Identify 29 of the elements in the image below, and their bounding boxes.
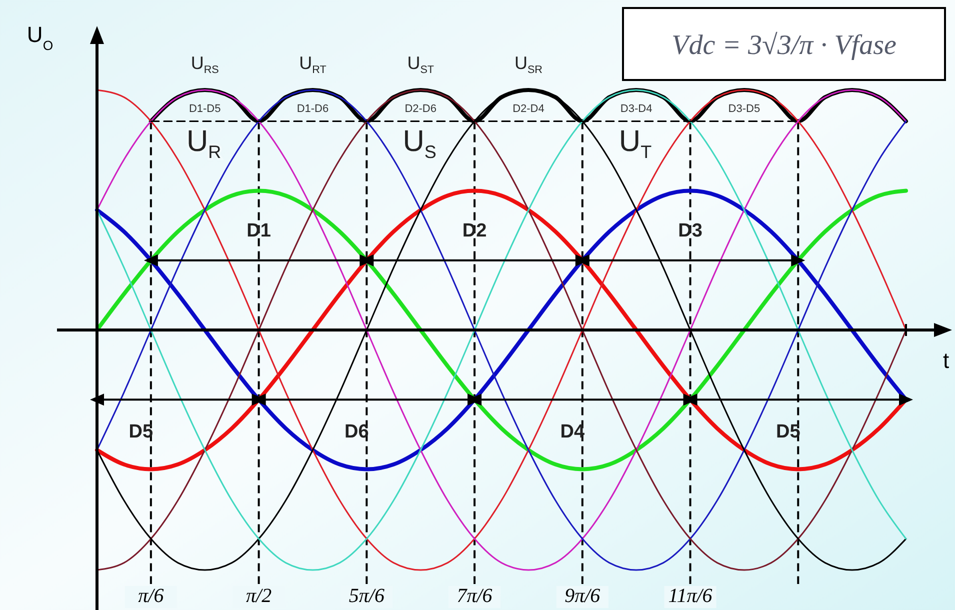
- x-tick-label: π/2: [246, 585, 272, 607]
- annotation: D2-D4: [512, 103, 544, 116]
- annotation: D3-D5: [728, 103, 760, 116]
- annotation: D3-D4: [620, 103, 652, 116]
- x-tick-label: 7π/6: [456, 585, 492, 607]
- annotation: U$_{T}$: [618, 124, 652, 162]
- annotation: D1: [246, 220, 272, 242]
- x-tick-label: π/6: [138, 585, 164, 607]
- annotation: D4: [560, 422, 585, 443]
- annotation: U$_{RS}$: [190, 52, 219, 76]
- annotation: D5: [128, 422, 154, 443]
- annotation: D1-D5: [188, 103, 221, 116]
- x-axis-title: t: [942, 348, 950, 373]
- annotation: D5: [776, 422, 801, 443]
- x-tick-label: 9π/6: [564, 585, 600, 607]
- x-tick-label: 5π/6: [348, 585, 384, 607]
- annotation: U$_{R}$: [186, 124, 222, 162]
- x-tick-label: 11π/6: [668, 585, 712, 607]
- annotation: U$_{SR}$: [514, 52, 543, 76]
- annotation: U$_{S}$: [402, 124, 436, 162]
- annotation: U$_{RT}$: [299, 52, 327, 76]
- annotation: D3: [678, 220, 702, 242]
- y-axis-title: U$_{O}$: [26, 22, 54, 52]
- annotation: D2-D6: [404, 103, 436, 116]
- annotation: U$_{ST}$: [407, 52, 434, 76]
- text: Vdc = 3√3/π · Vfase: [672, 30, 896, 61]
- annotation: D1-D6: [296, 103, 329, 116]
- annotation: D6: [344, 422, 369, 443]
- annotation: D2: [462, 220, 487, 242]
